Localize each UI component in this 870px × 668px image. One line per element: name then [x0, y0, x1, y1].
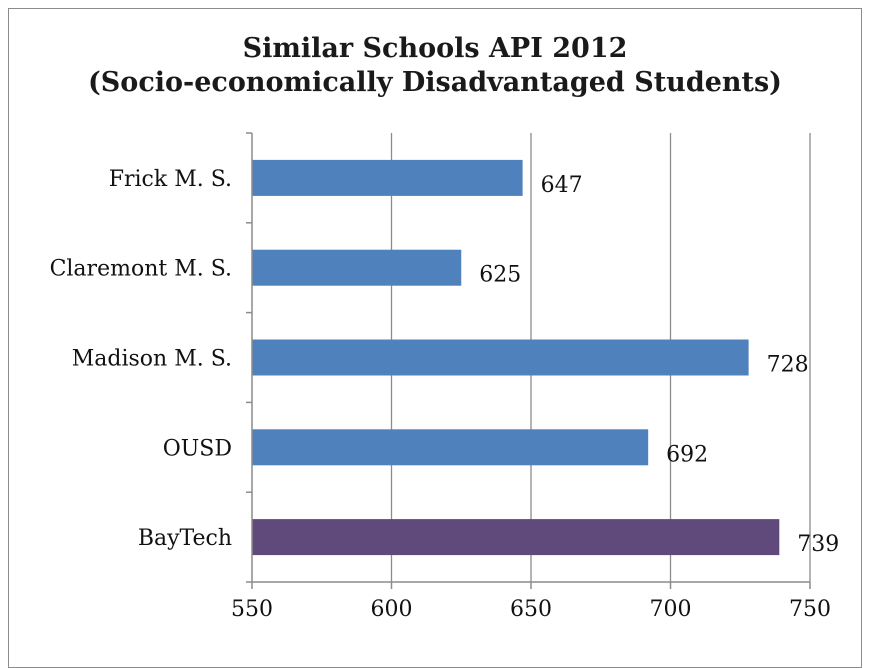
- x-tick-label: 750: [789, 597, 831, 622]
- bar-baytech: [252, 519, 780, 556]
- chart-title-line-1: Similar Schools API 2012: [242, 33, 628, 64]
- data-labels: 647 625 728 692 739: [479, 173, 839, 557]
- x-tick-label: 600: [371, 597, 413, 622]
- category-label: Frick M. S.: [109, 167, 232, 192]
- x-tick-label: 550: [231, 597, 273, 622]
- axes: [246, 132, 811, 589]
- data-label: 625: [479, 263, 521, 288]
- chart-title-line-2: (Socio-economically Disadvantaged Studen…: [88, 67, 782, 98]
- chart-frame: [8, 8, 862, 668]
- category-label: Claremont M. S.: [50, 257, 232, 282]
- category-labels: Frick M. S. Claremont M. S. Madison M. S. O…: [50, 167, 232, 551]
- bar-madison-m-s: [252, 339, 749, 376]
- data-label: 647: [541, 173, 583, 198]
- x-tick-label: 650: [510, 597, 552, 622]
- bar-ousd: [252, 429, 649, 466]
- data-label: 739: [797, 532, 839, 557]
- bar-frick-m-s: [252, 159, 523, 196]
- category-label: OUSD: [163, 436, 232, 461]
- bars: [252, 159, 780, 556]
- data-label: 728: [767, 353, 809, 378]
- x-tick-label: 700: [650, 597, 692, 622]
- category-label: Madison M. S.: [72, 347, 232, 372]
- data-label: 692: [666, 442, 708, 467]
- category-label: BayTech: [138, 526, 232, 551]
- bar-chart: Frick M. S. Claremont M. S. Madison M. S. O…: [50, 132, 839, 622]
- tick-labels: 550 600 650 700 750: [231, 597, 831, 622]
- bar-claremont-m-s: [252, 249, 462, 286]
